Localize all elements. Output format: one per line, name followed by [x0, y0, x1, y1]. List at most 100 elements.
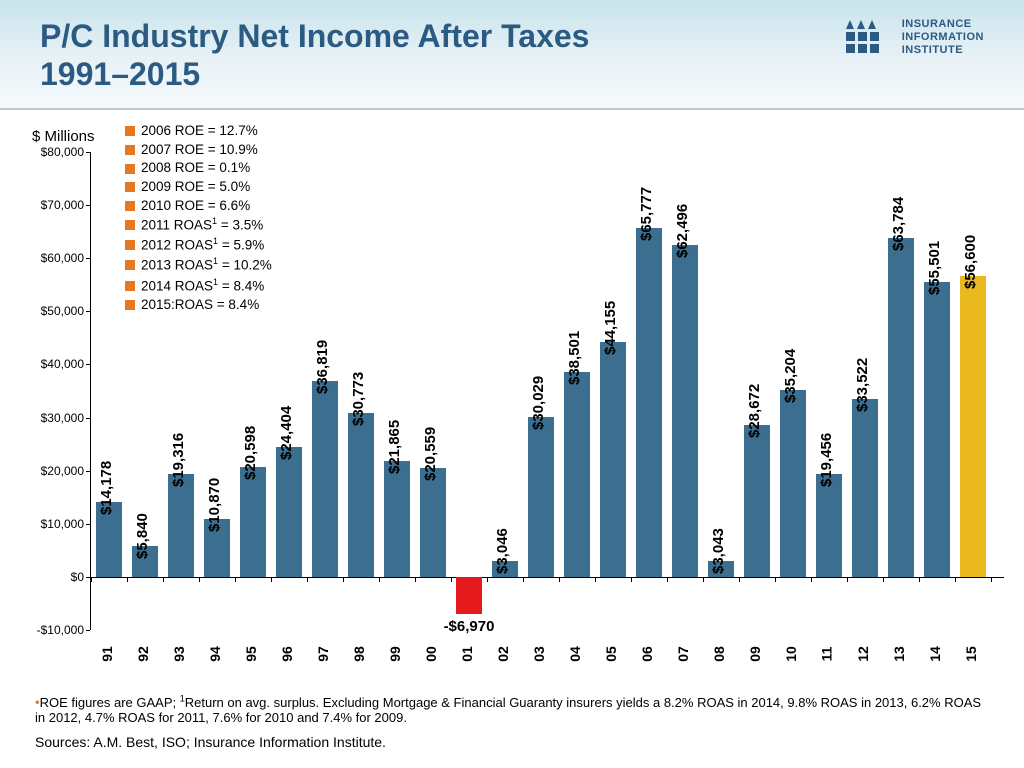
bar: [780, 390, 806, 577]
y-tick-label: $80,000: [32, 145, 84, 159]
x-tick: [955, 577, 956, 582]
x-category-label: 00: [423, 646, 439, 662]
x-category-label: 92: [135, 646, 151, 662]
bar: [816, 474, 842, 577]
legend-label: 2006 ROE = 12.7%: [141, 122, 258, 141]
x-tick: [847, 577, 848, 582]
x-category-label: 10: [783, 646, 799, 662]
x-category-label: 91: [99, 646, 115, 662]
bar: [276, 447, 302, 577]
y-tick: [86, 311, 90, 312]
bar-value-label: $35,204: [782, 349, 799, 403]
bar: [312, 381, 338, 577]
x-category-label: 99: [387, 646, 403, 662]
legend-label: 2013 ROAS1 = 10.2%: [141, 255, 272, 275]
bar-value-label: $44,155: [602, 301, 619, 355]
logo-mark-icon: [846, 20, 892, 56]
legend-item: 2007 ROE = 10.9%: [125, 141, 272, 160]
x-tick: [451, 577, 452, 582]
x-tick: [667, 577, 668, 582]
chart-area: $ Millions 2006 ROE = 12.7%2007 ROE = 10…: [20, 120, 1004, 680]
x-category-label: 03: [531, 646, 547, 662]
legend-label: 2012 ROAS1 = 5.9%: [141, 235, 264, 255]
y-tick-label: $70,000: [32, 198, 84, 212]
bar-value-label: $10,870: [206, 478, 223, 532]
x-category-label: 01: [459, 646, 475, 662]
y-tick-label: $0: [32, 570, 84, 584]
x-category-label: 98: [351, 646, 367, 662]
bar: [456, 577, 482, 614]
legend-label: 2007 ROE = 10.9%: [141, 141, 258, 160]
legend-item: 2012 ROAS1 = 5.9%: [125, 235, 272, 255]
title-line2: 1991–2015: [40, 56, 200, 92]
legend-label: 2015:ROAS = 8.4%: [141, 296, 259, 315]
x-category-label: 02: [495, 646, 511, 662]
legend-item: 2009 ROE = 5.0%: [125, 178, 272, 197]
x-tick: [271, 577, 272, 582]
y-tick-label: $30,000: [32, 411, 84, 425]
x-category-label: 97: [315, 646, 331, 662]
x-tick: [127, 577, 128, 582]
x-category-label: 94: [207, 646, 223, 662]
sources: Sources: A.M. Best, ISO; Insurance Infor…: [35, 734, 386, 750]
x-category-label: 04: [567, 646, 583, 662]
bar-value-label: $20,598: [242, 426, 259, 480]
x-category-label: 15: [963, 646, 979, 662]
bar: [852, 399, 878, 577]
x-category-label: 93: [171, 646, 187, 662]
x-axis: [90, 577, 1004, 578]
bar: [924, 282, 950, 577]
bar-value-label: $14,178: [98, 460, 115, 514]
x-tick: [811, 577, 812, 582]
bar: [672, 245, 698, 577]
bar-value-label: $38,501: [566, 331, 583, 385]
x-category-label: 07: [675, 646, 691, 662]
bar-value-label: $56,600: [962, 235, 979, 289]
bar-value-label: $21,865: [386, 420, 403, 474]
x-tick: [415, 577, 416, 582]
legend-marker-icon: [125, 240, 135, 250]
x-tick: [307, 577, 308, 582]
bar-value-label: $19,316: [170, 433, 187, 487]
legend-label: 2009 ROE = 5.0%: [141, 178, 250, 197]
x-tick: [775, 577, 776, 582]
legend-item: 2011 ROAS1 = 3.5%: [125, 215, 272, 235]
y-tick: [86, 364, 90, 365]
bar-value-label: $36,819: [314, 340, 331, 394]
bar-value-label: $63,784: [890, 197, 907, 251]
bar: [744, 425, 770, 577]
y-tick-label: $10,000: [32, 517, 84, 531]
x-tick: [343, 577, 344, 582]
y-tick: [86, 471, 90, 472]
footnote-text: ROE figures are GAAP; 1Return on avg. su…: [35, 695, 981, 726]
iii-logo: INSURANCE INFORMATION INSTITUTE: [846, 18, 984, 58]
bar: [168, 474, 194, 577]
y-tick: [86, 630, 90, 631]
x-tick: [235, 577, 236, 582]
bar: [636, 228, 662, 577]
legend-label: 2014 ROAS1 = 8.4%: [141, 276, 264, 296]
bar-value-label: $24,404: [278, 406, 295, 460]
x-category-label: 05: [603, 646, 619, 662]
x-tick: [595, 577, 596, 582]
bar: [564, 372, 590, 576]
x-category-label: 09: [747, 646, 763, 662]
bar-value-label: $30,029: [530, 376, 547, 430]
legend-item: 2008 ROE = 0.1%: [125, 159, 272, 178]
legend-label: 2010 ROE = 6.6%: [141, 197, 250, 216]
y-axis-label: $ Millions: [32, 128, 95, 145]
y-tick: [86, 205, 90, 206]
x-tick: [487, 577, 488, 582]
y-tick: [86, 524, 90, 525]
page-title: P/C Industry Net Income After Taxes 1991…: [40, 18, 984, 94]
x-tick: [91, 577, 92, 582]
bar-value-label: $19,456: [818, 432, 835, 486]
y-tick: [86, 258, 90, 259]
legend-marker-icon: [125, 260, 135, 270]
x-tick: [523, 577, 524, 582]
x-category-label: 13: [891, 646, 907, 662]
bar: [240, 467, 266, 576]
legend-marker-icon: [125, 300, 135, 310]
x-category-label: 14: [927, 646, 943, 662]
bar-value-label: $3,043: [710, 528, 727, 574]
